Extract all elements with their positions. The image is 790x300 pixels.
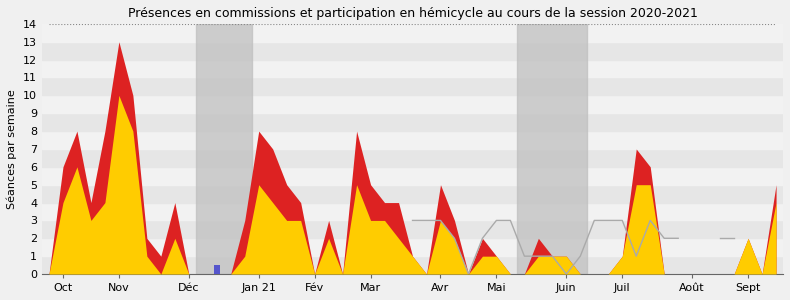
Bar: [42, 238, 783, 256]
Bar: [42, 24, 783, 42]
Y-axis label: Séances par semaine: Séances par semaine: [7, 89, 17, 209]
Bar: [42, 113, 783, 131]
Bar: [42, 42, 783, 60]
Bar: [196, 24, 252, 274]
Bar: [517, 24, 587, 274]
Bar: [42, 202, 783, 220]
Bar: [42, 220, 783, 238]
Bar: [42, 185, 783, 203]
Bar: [42, 60, 783, 77]
Bar: [42, 167, 783, 185]
Bar: [42, 149, 783, 167]
Bar: [214, 265, 220, 274]
Bar: [42, 95, 783, 113]
Title: Présences en commissions et participation en hémicycle au cours de la session 20: Présences en commissions et participatio…: [127, 7, 698, 20]
Bar: [42, 77, 783, 95]
Bar: [42, 131, 783, 149]
Bar: [42, 256, 783, 274]
